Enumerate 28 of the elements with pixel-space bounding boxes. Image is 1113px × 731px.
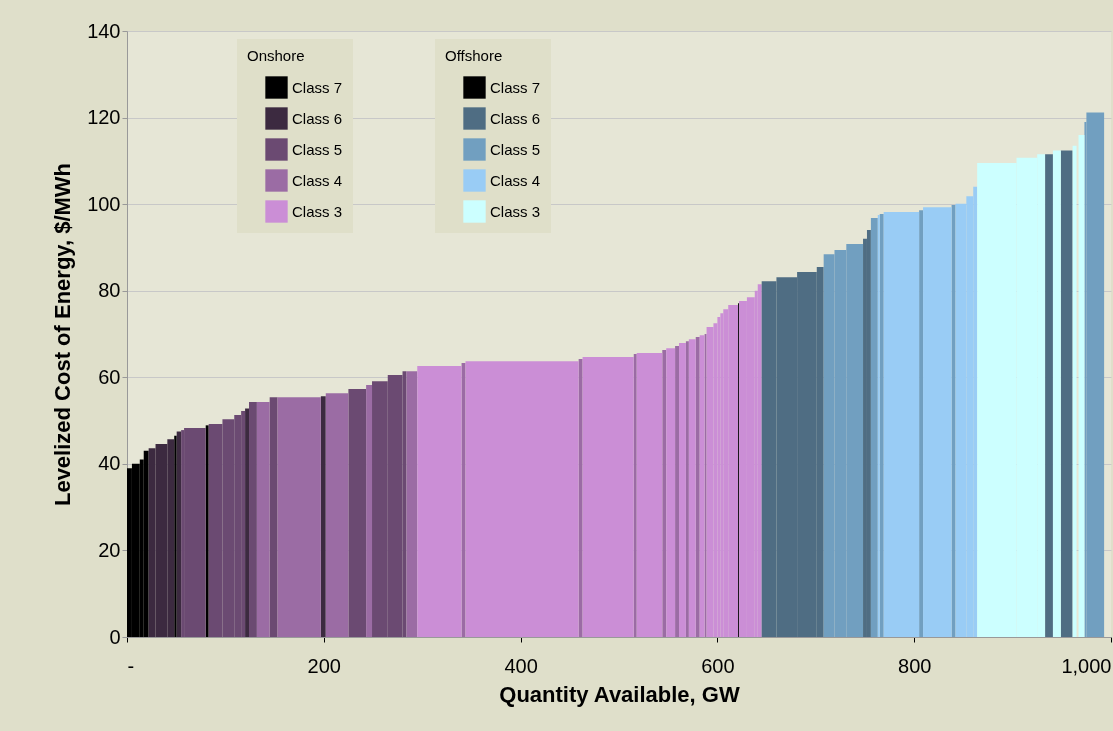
legend-label: Class 3 <box>490 202 541 220</box>
y-tick-label: 140 <box>87 19 121 42</box>
y-tick-label: 40 <box>98 452 121 475</box>
x-tick-label: 400 <box>504 654 538 677</box>
text: Onshore <box>247 47 305 64</box>
legend-label: Class 4 <box>490 171 541 189</box>
y-tick-label: 20 <box>98 538 121 561</box>
legend-label: Class 3 <box>292 202 343 220</box>
text: Offshore <box>445 47 503 64</box>
x-axis-title: Quantity Available, GW <box>499 681 740 707</box>
legend-label: Class 4 <box>292 171 343 189</box>
legend-label: Class 6 <box>292 109 343 127</box>
y-tick-label: 80 <box>98 279 121 302</box>
legend-label: Class 7 <box>490 78 541 96</box>
legend-label: Class 6 <box>490 109 541 127</box>
x-tick-label: 800 <box>898 654 932 677</box>
legend-label: Class 5 <box>292 140 343 158</box>
y-tick-label: 60 <box>98 365 121 388</box>
legend-label: Class 7 <box>292 78 343 96</box>
y-tick-label: 0 <box>109 625 121 648</box>
y-tick-label: 100 <box>87 192 121 215</box>
x-tick-label: 1,000 <box>1061 654 1112 677</box>
y-axis-title: Levelized Cost of Energy, $/MWh <box>50 162 76 507</box>
y-tick-label: 120 <box>87 106 121 129</box>
legend-label: Class 5 <box>490 140 541 158</box>
x-tick-label: 200 <box>307 654 341 677</box>
x-tick-label: 600 <box>701 654 735 677</box>
x-tick-label: - <box>127 654 135 677</box>
